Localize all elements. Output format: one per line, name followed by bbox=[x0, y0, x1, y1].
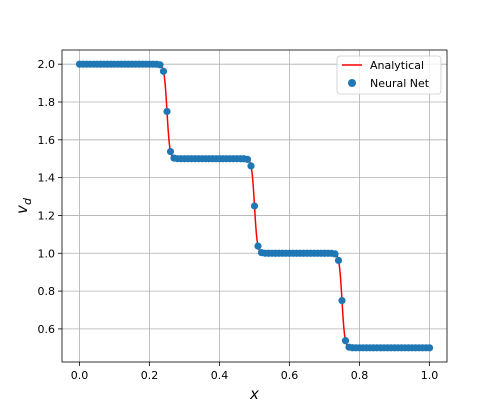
neural-net-point bbox=[247, 162, 255, 170]
neural-net-point bbox=[243, 155, 252, 163]
neural-net-point bbox=[334, 256, 343, 265]
y-tick-label: 0.6 bbox=[38, 323, 56, 336]
neural-net-point bbox=[156, 61, 164, 69]
y-tick-label: 0.8 bbox=[38, 285, 56, 298]
y-tick-label: 1.2 bbox=[38, 209, 56, 222]
neural-net-point bbox=[166, 147, 175, 156]
legend-label-neural-net: Neural Net bbox=[370, 77, 430, 90]
legend-swatch-neural-net bbox=[348, 79, 356, 87]
y-tick-label: 1.8 bbox=[38, 96, 56, 109]
neural-net-point bbox=[341, 337, 350, 345]
x-axis-label: x bbox=[249, 385, 259, 403]
y-axis-label: vd bbox=[13, 197, 34, 214]
x-tick-label: 1.0 bbox=[421, 369, 439, 382]
y-tick-label: 1.0 bbox=[38, 247, 56, 260]
x-tick-label: 0.6 bbox=[281, 369, 299, 382]
y-axis-label-main: v bbox=[13, 204, 31, 214]
neural-net-point bbox=[331, 250, 339, 258]
tick-layer: 0.0 0.2 0.4 0.6 0.8 1.0 0.6 0.8 1.0 1.2 1.4 1.6 1.8 2… bbox=[38, 58, 439, 382]
legend-box bbox=[336, 55, 442, 95]
y-axis-label-subscript: d bbox=[21, 197, 34, 205]
legend: Analytical Neural Net bbox=[336, 55, 442, 95]
neural-net-point bbox=[254, 242, 262, 250]
x-tick-label: 0.0 bbox=[71, 369, 89, 382]
series-layer bbox=[75, 60, 434, 352]
y-tick-label: 2.0 bbox=[38, 58, 56, 71]
neural-net-point bbox=[250, 202, 259, 210]
y-tick-label: 1.6 bbox=[38, 134, 56, 147]
y-tick-label: 1.4 bbox=[38, 172, 56, 185]
neural-net-point bbox=[425, 344, 434, 352]
plot-frame bbox=[61, 49, 448, 363]
x-tick-label: 0.4 bbox=[211, 369, 229, 382]
neural-net-point bbox=[338, 296, 346, 305]
x-tick-label: 0.8 bbox=[351, 369, 369, 382]
neural-net-point bbox=[163, 107, 171, 116]
neural-net-point bbox=[159, 67, 168, 75]
legend-label-analytical: Analytical bbox=[370, 59, 424, 72]
x-tick-label: 0.2 bbox=[141, 369, 159, 382]
